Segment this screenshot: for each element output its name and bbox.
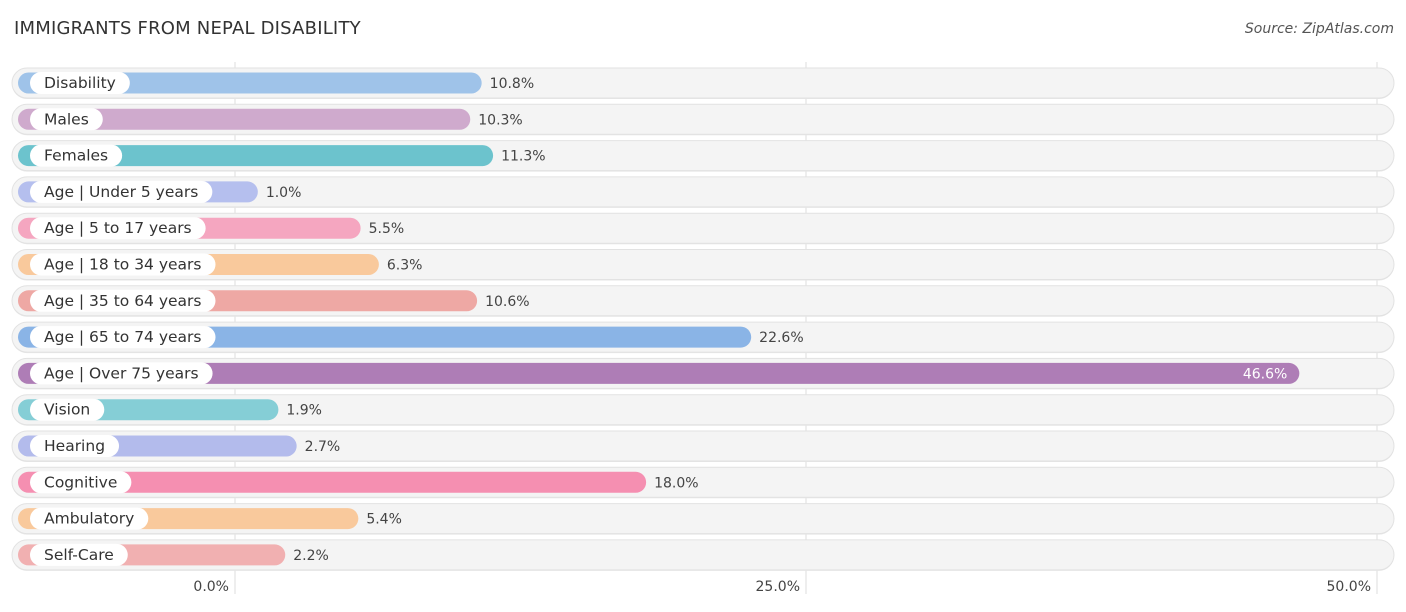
category-label-pill (30, 289, 216, 312)
category-label-pill (30, 253, 216, 276)
category-label-pill (30, 217, 206, 240)
bar-row: Ambulatory 5.4% (11, 503, 1395, 535)
bar-row: Hearing 2.7% (11, 430, 1395, 462)
bar-rows: Disability 10.8% Males 10.3% Females 11.3% Age… (11, 67, 1395, 571)
category-label: Age | Over 75 years (44, 364, 199, 382)
category-label: Vision (44, 401, 90, 419)
bar (18, 145, 494, 167)
value-label: 6.3% (387, 258, 423, 274)
bar-row: Age | Over 75 years 46.6% (11, 357, 1395, 390)
value-label: 1.0% (266, 185, 302, 201)
bar-track (11, 212, 1395, 244)
category-label-pill (30, 108, 103, 131)
category-label-pill (30, 507, 149, 530)
category-label: Self-Care (44, 546, 114, 564)
source-note: Source: ZipAtlas.com (1244, 21, 1394, 37)
category-label: Age | Under 5 years (44, 183, 198, 201)
category-label: Age | 65 to 74 years (44, 328, 202, 346)
value-label: 18.0% (654, 475, 698, 491)
bar (18, 362, 1300, 384)
bar-row: Age | 18 to 34 years 6.3% (11, 249, 1395, 281)
bar-row: Vision 1.9% (11, 394, 1395, 426)
category-label: Ambulatory (44, 510, 134, 528)
value-label: 10.3% (478, 112, 522, 128)
category-label: Hearing (44, 437, 105, 455)
category-label: Males (44, 110, 89, 128)
x-axis-ticks: 0.0% 25.0% 50.0% (193, 579, 1371, 595)
category-label-pill (30, 72, 130, 94)
bar-row: Age | 35 to 64 years 10.6% (11, 285, 1395, 317)
bar (18, 72, 482, 94)
bar-row: Age | Under 5 years 1.0% (11, 176, 1395, 208)
bar-track (11, 176, 1395, 208)
category-label-pill (30, 398, 105, 421)
value-label: 5.5% (369, 221, 405, 237)
bar-track (11, 394, 1395, 426)
category-label-pill (30, 180, 213, 203)
value-label: 2.2% (293, 548, 329, 564)
category-label-pill (30, 543, 128, 566)
category-label: Disability (44, 74, 116, 92)
bar-track (11, 430, 1395, 462)
bar-row: Age | 5 to 17 years 5.5% (11, 212, 1395, 245)
bar-row: Males 10.3% (11, 103, 1395, 136)
bar-row: Females 11.3% (11, 140, 1395, 172)
category-label: Age | 35 to 64 years (44, 292, 202, 310)
value-label: 1.9% (286, 403, 322, 419)
chart-title: IMMIGRANTS FROM NEPAL DISABILITY (14, 18, 361, 39)
bar-track (11, 503, 1395, 535)
category-label: Age | 18 to 34 years (44, 256, 202, 274)
value-label: 10.8% (490, 76, 534, 92)
value-label: 11.3% (501, 149, 545, 165)
category-label: Females (44, 147, 108, 165)
x-tick-label: 50.0% (1327, 579, 1371, 595)
bar (18, 108, 471, 130)
value-label: 5.4% (366, 512, 402, 528)
x-tick-label: 0.0% (193, 579, 229, 595)
bar-track (11, 539, 1395, 571)
category-label-pill (30, 326, 216, 349)
bar-row: Age | 65 to 74 years 22.6% (11, 321, 1395, 354)
value-label: 10.6% (485, 294, 529, 310)
x-tick-label: 25.0% (756, 579, 800, 595)
bar (18, 471, 647, 493)
category-label-pill (30, 471, 132, 494)
bar-row: Disability 10.8% (11, 67, 1395, 99)
category-label: Cognitive (44, 473, 117, 491)
bar-row: Cognitive 18.0% (11, 466, 1395, 499)
value-label: 22.6% (759, 330, 803, 346)
category-label: Age | 5 to 17 years (44, 219, 192, 237)
category-label-pill (30, 144, 123, 167)
value-label: 46.6% (1243, 366, 1287, 382)
category-label-pill (30, 435, 120, 457)
category-label-pill (30, 362, 213, 385)
bar-row: Self-Care 2.2% (11, 539, 1395, 571)
value-label: 2.7% (305, 439, 341, 455)
